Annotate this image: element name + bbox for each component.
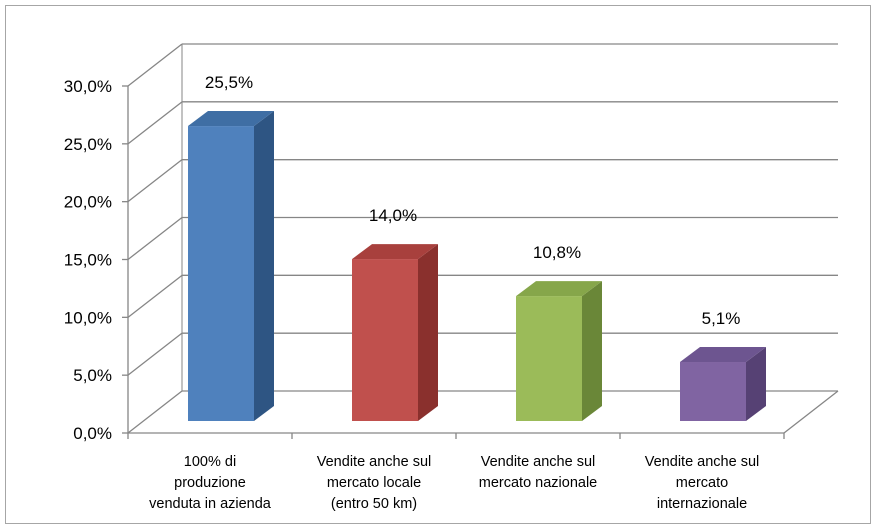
data-label: 10,8% bbox=[533, 243, 581, 262]
x-category-label-line: venduta in azienda bbox=[149, 496, 272, 512]
x-category-label: Vendite anche sul mercato internazionale bbox=[645, 454, 759, 512]
floor-edge bbox=[783, 390, 839, 434]
bar-side bbox=[254, 111, 274, 422]
gridline-diagonal bbox=[127, 101, 183, 145]
bar bbox=[352, 259, 418, 421]
data-label: 14,0% bbox=[369, 206, 417, 225]
x-category-label-line: 100% di bbox=[184, 454, 236, 470]
x-category-label-line: mercato bbox=[676, 475, 728, 491]
bar-side bbox=[418, 244, 438, 421]
bar bbox=[680, 362, 746, 421]
x-category-label: Vendite anche sul mercato nazionale bbox=[479, 454, 598, 491]
gridline-diagonal bbox=[127, 274, 183, 318]
y-tick-label: 10,0% bbox=[64, 308, 112, 327]
bar-top bbox=[188, 111, 274, 127]
bar-top bbox=[680, 347, 766, 363]
x-category-label-line: Vendite anche sul bbox=[645, 454, 759, 470]
x-category-label-line: Vendite anche sul bbox=[481, 454, 595, 470]
data-label: 25,5% bbox=[205, 73, 253, 92]
gridline-diagonal bbox=[127, 159, 183, 203]
x-category-label: Vendite anche sul mercato locale (entro 50… bbox=[317, 454, 431, 512]
x-category-label: 100% di produzione venduta in azienda bbox=[149, 454, 272, 512]
bar-side bbox=[582, 281, 602, 421]
y-tick-label: 20,0% bbox=[64, 193, 112, 212]
y-tick-label: 25,0% bbox=[64, 135, 112, 154]
gridline-diagonal bbox=[127, 390, 183, 434]
bar bbox=[516, 296, 582, 421]
bar-top bbox=[516, 281, 602, 297]
bar-top bbox=[352, 244, 438, 260]
x-category-label-line: Vendite anche sul bbox=[317, 454, 431, 470]
gridline-diagonal bbox=[127, 332, 183, 376]
x-category-label-line: internazionale bbox=[657, 496, 747, 512]
bar bbox=[188, 126, 254, 422]
bar-side bbox=[746, 347, 766, 421]
y-tick-label: 15,0% bbox=[64, 251, 112, 270]
y-tick-label: 5,0% bbox=[73, 366, 112, 385]
x-category-label-line: mercato nazionale bbox=[479, 475, 598, 491]
gridline-diagonal bbox=[127, 43, 183, 87]
y-tick-label: 30,0% bbox=[64, 77, 112, 96]
x-category-label-line: (entro 50 km) bbox=[331, 496, 417, 512]
y-tick-label: 0,0% bbox=[73, 424, 112, 443]
x-category-label-line: mercato locale bbox=[327, 475, 421, 491]
gridline-diagonal bbox=[127, 216, 183, 261]
x-category-label-line: produzione bbox=[174, 475, 246, 491]
data-label: 5,1% bbox=[702, 309, 741, 328]
